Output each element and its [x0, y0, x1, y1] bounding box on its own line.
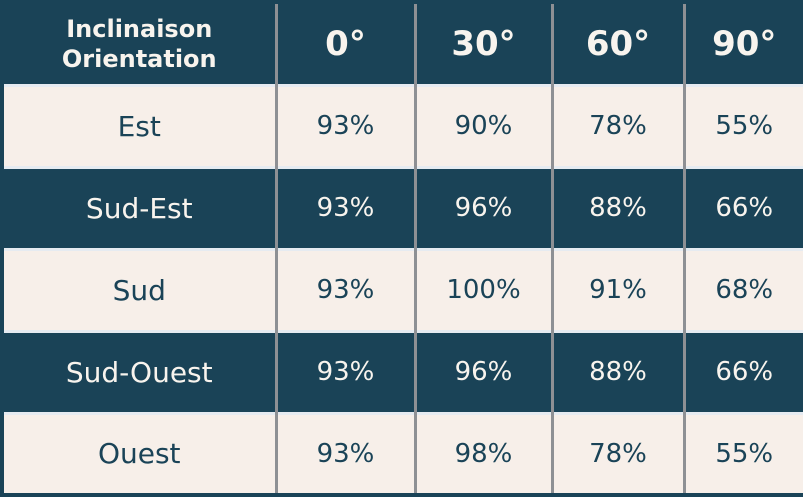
cell-value: 55% — [682, 413, 803, 495]
cell-value: 93% — [274, 413, 415, 495]
cell-value: 98% — [413, 413, 552, 495]
corner-header-line1: Inclinaison — [66, 14, 213, 43]
cell-value: 96% — [413, 167, 552, 249]
cell-value: 78% — [550, 85, 684, 167]
cell-value: 93% — [274, 331, 415, 413]
cell-value: 96% — [413, 331, 552, 413]
cell-value: 93% — [274, 85, 415, 167]
cell-value: 55% — [682, 85, 803, 167]
table-row: Est 93% 90% 78% 55% — [2, 85, 803, 167]
table-row: Sud-Ouest 93% 96% 88% 66% — [2, 331, 803, 413]
row-label: Est — [117, 109, 161, 143]
cell-value: 66% — [682, 331, 803, 413]
cell-value: 88% — [550, 331, 684, 413]
column-header-60deg: 60° — [550, 2, 684, 85]
cell-value: 78% — [550, 413, 684, 495]
corner-header-cell: Inclinaison Orientation — [2, 2, 276, 85]
table-row: Ouest 93% 98% 78% 55% — [2, 413, 803, 495]
row-label: Sud-Ouest — [65, 355, 213, 389]
cell-value: 88% — [550, 167, 684, 249]
cell-value: 100% — [413, 249, 552, 331]
cell-value: 66% — [682, 167, 803, 249]
table-row: Sud 93% 100% 91% 68% — [2, 249, 803, 331]
cell-value: 93% — [274, 249, 415, 331]
cell-value: 68% — [682, 249, 803, 331]
column-header-30deg: 30° — [413, 2, 552, 85]
corner-header-line2: Orientation — [61, 44, 217, 73]
column-header-0deg: 0° — [274, 2, 415, 85]
cell-value: 91% — [550, 249, 684, 331]
row-label: Sud — [112, 273, 166, 307]
cell-value: 93% — [274, 167, 415, 249]
cell-value: 90% — [413, 85, 552, 167]
table-row: Sud-Est 93% 96% 88% 66% — [2, 167, 803, 249]
header-row: Inclinaison Orientation 0° 30° 60° 90° — [2, 2, 803, 85]
row-label: Sud-Est — [85, 191, 193, 225]
column-header-90deg: 90° — [682, 2, 803, 85]
row-label: Ouest — [97, 437, 181, 471]
